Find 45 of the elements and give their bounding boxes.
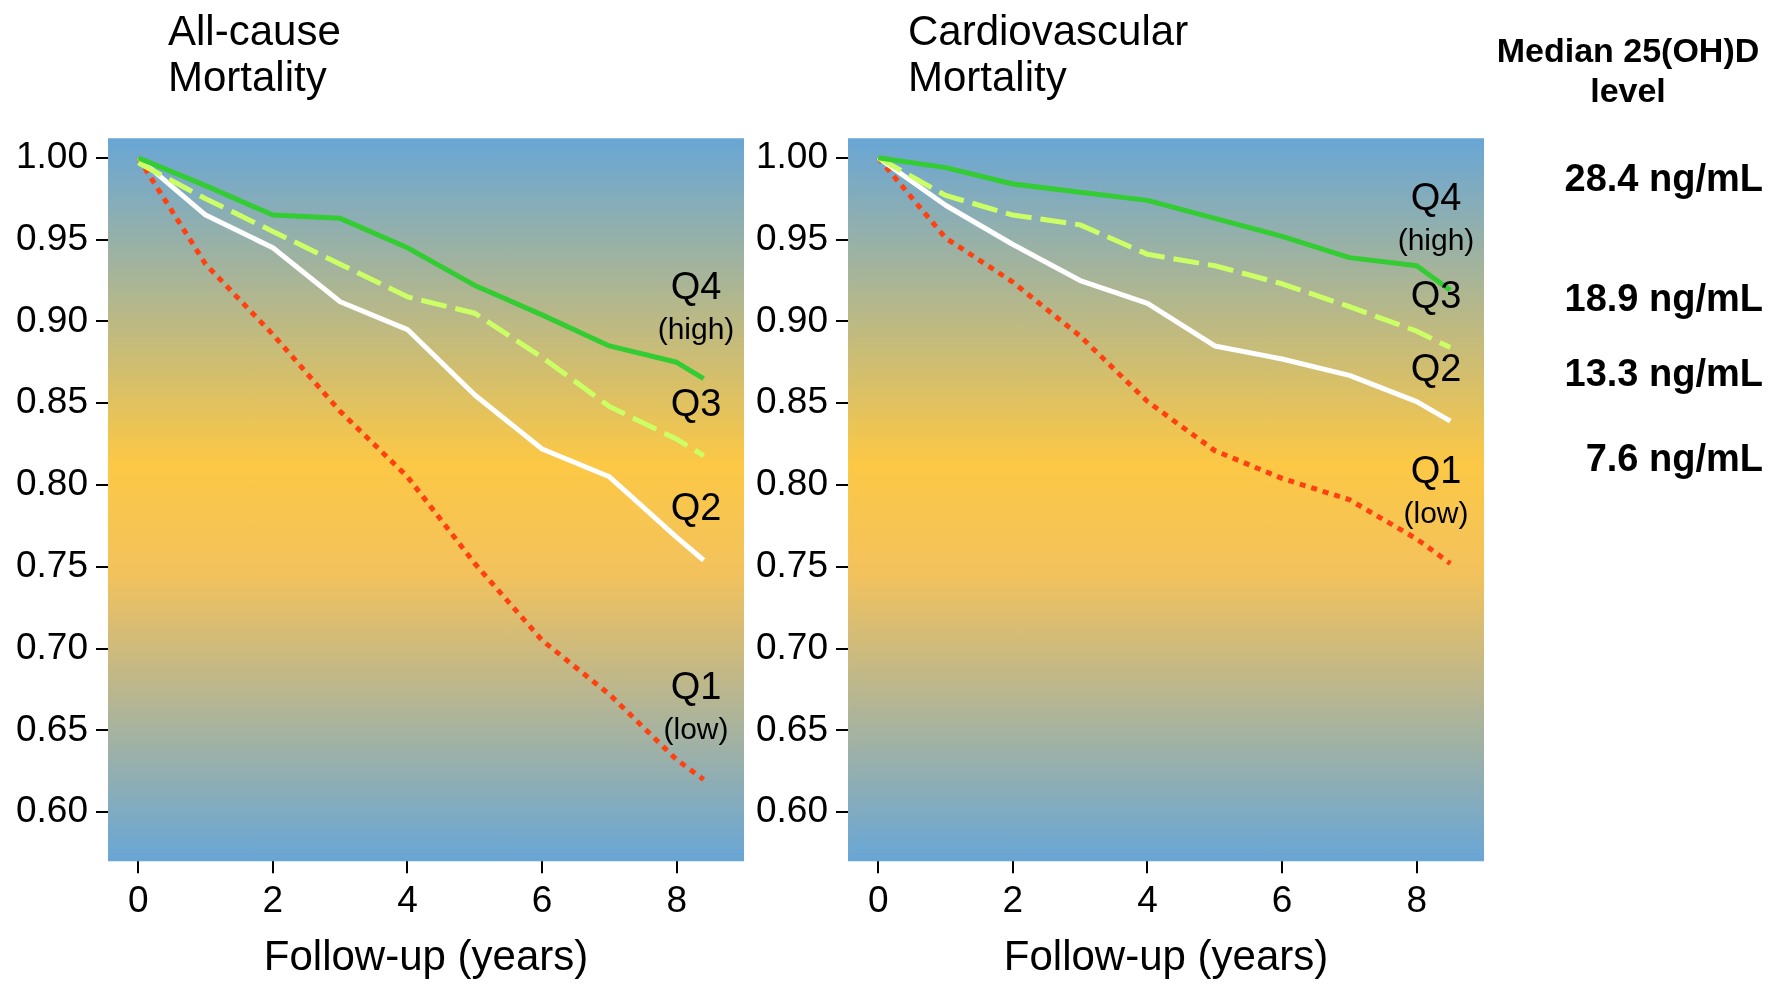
x-axis-title: Follow-up (years): [263, 932, 589, 980]
y-tick-label: 0.60: [756, 789, 829, 831]
y-tick-label: 0.75: [16, 543, 89, 585]
x-tick-label: 2: [1002, 878, 1024, 920]
text: 13.3 ng/mL: [1563, 352, 1763, 394]
y-tick-label: 0.70: [756, 625, 829, 667]
x-tick-label: 0: [128, 878, 149, 920]
series-label: Q2: [1410, 347, 1462, 390]
series-label: Q3: [670, 381, 722, 424]
x-tick-label: 0: [868, 878, 889, 920]
x-tick-label: 8: [1406, 878, 1427, 920]
chart-title: Cardiovascular Mortality: [908, 7, 1190, 100]
y-tick-label: 0.90: [756, 298, 829, 340]
x-tick-label: 2: [262, 878, 284, 920]
x-tick-label: 8: [666, 878, 687, 920]
x-tick-label: 4: [1137, 878, 1158, 920]
series-label: Q4 (high): [1397, 176, 1475, 257]
y-tick-label: 0.75: [756, 543, 829, 585]
y-tick-label: 0.65: [756, 707, 829, 749]
text: 28.4 ng/mL: [1563, 157, 1763, 199]
y-tick-label: 0.80: [756, 462, 829, 504]
y-tick-label: 1.00: [756, 135, 829, 177]
series-label: Q1 (low): [1403, 449, 1469, 530]
y-tick-label: 1.00: [16, 135, 89, 177]
y-tick-label: 0.85: [16, 380, 89, 422]
y-tick-label: 0.60: [16, 789, 89, 831]
series-label: Q2: [670, 486, 722, 529]
x-axis-title: Follow-up (years): [1003, 932, 1329, 980]
y-tick-label: 0.65: [16, 707, 89, 749]
x-tick-label: 4: [397, 878, 418, 920]
y-tick-label: 0.95: [16, 216, 89, 258]
text: Median 25(OH)D level: [1495, 30, 1761, 110]
text: 7.6 ng/mL: [1584, 437, 1763, 479]
chart-title: All-cause Mortality: [168, 7, 342, 100]
y-tick-label: 0.90: [16, 298, 89, 340]
series-label: Q1 (low): [663, 665, 729, 746]
y-tick-label: 0.80: [16, 462, 89, 504]
y-tick-label: 0.70: [16, 625, 89, 667]
x-tick-label: 6: [1271, 878, 1293, 920]
series-label: Q3: [1410, 273, 1462, 316]
x-tick-label: 6: [531, 878, 553, 920]
text: 18.9 ng/mL: [1563, 277, 1763, 319]
y-tick-label: 0.95: [756, 216, 829, 258]
series-label: Q4 (high): [657, 264, 735, 345]
y-tick-label: 0.85: [756, 380, 829, 422]
